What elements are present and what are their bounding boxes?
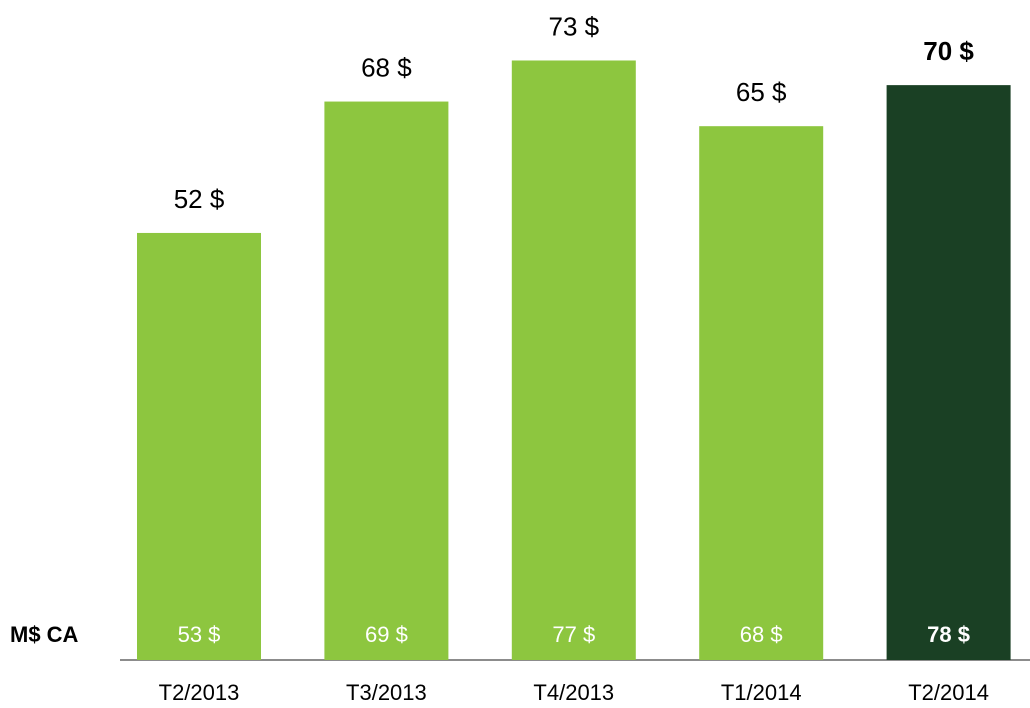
bar (699, 126, 824, 660)
x-tick-label: T1/2014 (721, 680, 802, 705)
value-label: 73 $ (548, 11, 599, 41)
value-label: 68 $ (361, 52, 412, 82)
bar (324, 101, 449, 661)
bar (137, 232, 261, 660)
secondary-value-label: 69 $ (365, 622, 408, 647)
value-label: 65 $ (736, 77, 787, 107)
bar (886, 85, 1011, 660)
x-tick-label: T3/2013 (346, 680, 427, 705)
secondary-value-label: 68 $ (740, 622, 783, 647)
secondary-value-label: 53 $ (178, 622, 221, 647)
x-tick-label: T4/2013 (533, 680, 614, 705)
secondary-label: M$ CA (10, 622, 79, 647)
value-label: 52 $ (174, 184, 225, 214)
value-label: 70 $ (923, 36, 974, 66)
x-tick-label: T2/2013 (159, 680, 240, 705)
bar (511, 60, 636, 661)
secondary-value-label: 77 $ (552, 622, 595, 647)
x-tick-label: T2/2014 (908, 680, 989, 705)
secondary-value-label: 78 $ (927, 622, 970, 647)
